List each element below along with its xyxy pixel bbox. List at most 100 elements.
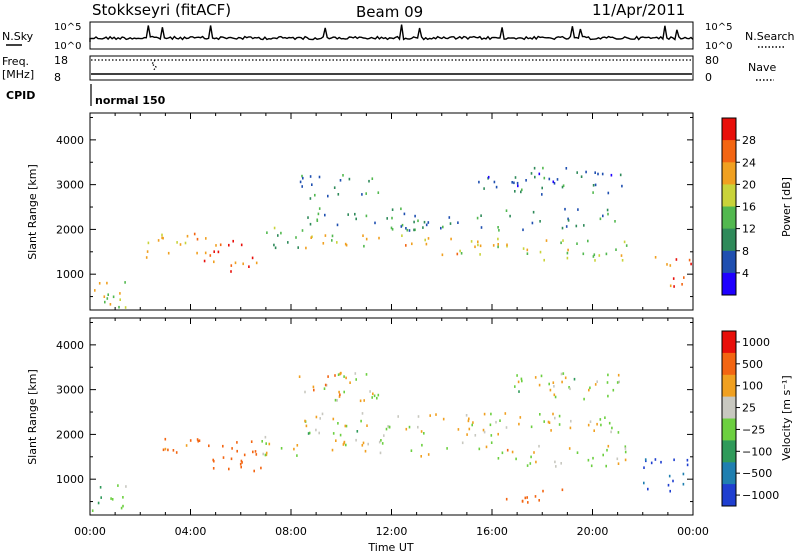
data-cell (107, 293, 109, 296)
data-cell (686, 458, 689, 462)
data-cell (322, 242, 325, 245)
data-cell (509, 214, 511, 218)
data-cell (362, 234, 364, 237)
data-cell (391, 216, 393, 220)
data-cell (583, 397, 585, 401)
colorbar-tick-label: 500 (742, 358, 763, 371)
data-cell (337, 373, 340, 376)
data-cell (607, 191, 610, 195)
data-cell (565, 225, 568, 228)
data-cell (337, 422, 339, 425)
data-cell (534, 495, 537, 498)
freq-tick-top: 18 (54, 54, 68, 67)
data-cell (465, 414, 468, 417)
data-cell (262, 452, 264, 456)
data-cell (361, 193, 363, 196)
data-cell (299, 180, 302, 184)
data-cell (100, 496, 102, 499)
data-cell (654, 256, 657, 259)
data-cell (526, 252, 529, 255)
colorbar-segment (722, 118, 736, 141)
nsky-tick-top: 10^5 (54, 22, 81, 33)
data-cell (569, 387, 571, 391)
data-cell (459, 249, 461, 253)
data-cell (543, 258, 545, 262)
data-cell (213, 250, 215, 253)
data-cell (338, 395, 341, 398)
data-cell (534, 175, 536, 179)
data-cell (624, 458, 627, 462)
data-cell (241, 461, 243, 464)
data-cell (614, 220, 616, 223)
data-cell (442, 417, 445, 421)
data-cell (420, 430, 423, 433)
data-cell (539, 250, 542, 254)
data-cell (287, 241, 289, 244)
data-cell (580, 175, 583, 178)
colorbar-segment (722, 352, 736, 376)
data-cell (598, 254, 601, 257)
data-cell (172, 449, 175, 452)
power-panel-frame (89, 112, 694, 311)
data-cell (479, 244, 482, 248)
data-cell (423, 432, 425, 435)
data-cell (621, 184, 623, 188)
data-cell (516, 181, 519, 185)
data-cell (478, 180, 480, 184)
data-cell (681, 283, 683, 286)
data-cell (587, 458, 590, 462)
data-cell (543, 176, 546, 180)
data-cell (236, 441, 238, 444)
data-cell (309, 222, 312, 226)
velocity-scatter-cells (91, 371, 689, 512)
data-cell (268, 442, 271, 446)
data-cell (562, 184, 565, 187)
data-cell (607, 394, 609, 398)
data-cell (585, 170, 587, 174)
data-cell (616, 457, 619, 461)
data-cell (411, 242, 413, 246)
data-cell (94, 289, 96, 292)
data-cell (587, 239, 589, 243)
data-cell (596, 380, 598, 383)
data-cell (450, 237, 452, 241)
data-cell (390, 226, 393, 230)
data-cell (517, 184, 519, 188)
data-cell (310, 236, 312, 239)
data-cell (324, 234, 327, 237)
nsearch-tick-bottom: 10^0 (705, 41, 732, 52)
data-cell (198, 439, 201, 442)
data-cell (98, 282, 101, 285)
data-cell (556, 178, 559, 181)
data-cell (362, 441, 365, 445)
data-cell (505, 426, 508, 429)
data-cell (331, 234, 334, 238)
data-cell (305, 246, 307, 250)
data-cell (336, 241, 338, 244)
data-cell (119, 298, 121, 301)
data-cell (355, 378, 357, 381)
data-cell (365, 373, 368, 376)
data-cell (524, 496, 527, 500)
data-cell (514, 385, 516, 388)
data-cell (309, 197, 312, 200)
data-cell (535, 460, 537, 464)
data-cell (644, 458, 647, 461)
data-cell (316, 218, 318, 222)
data-cell (369, 390, 371, 393)
data-cell (215, 244, 217, 247)
data-cell (522, 228, 524, 232)
data-cell (164, 437, 167, 441)
data-cell (567, 217, 569, 221)
data-cell (240, 243, 243, 247)
data-cell (467, 419, 470, 423)
data-cell (312, 385, 315, 389)
data-cell (414, 228, 416, 232)
data-cell (401, 223, 404, 227)
data-cell (254, 450, 257, 453)
data-cell (213, 260, 215, 264)
data-cell (386, 217, 388, 220)
data-cell (468, 417, 470, 421)
data-cell (429, 414, 431, 417)
data-cell (385, 427, 388, 431)
